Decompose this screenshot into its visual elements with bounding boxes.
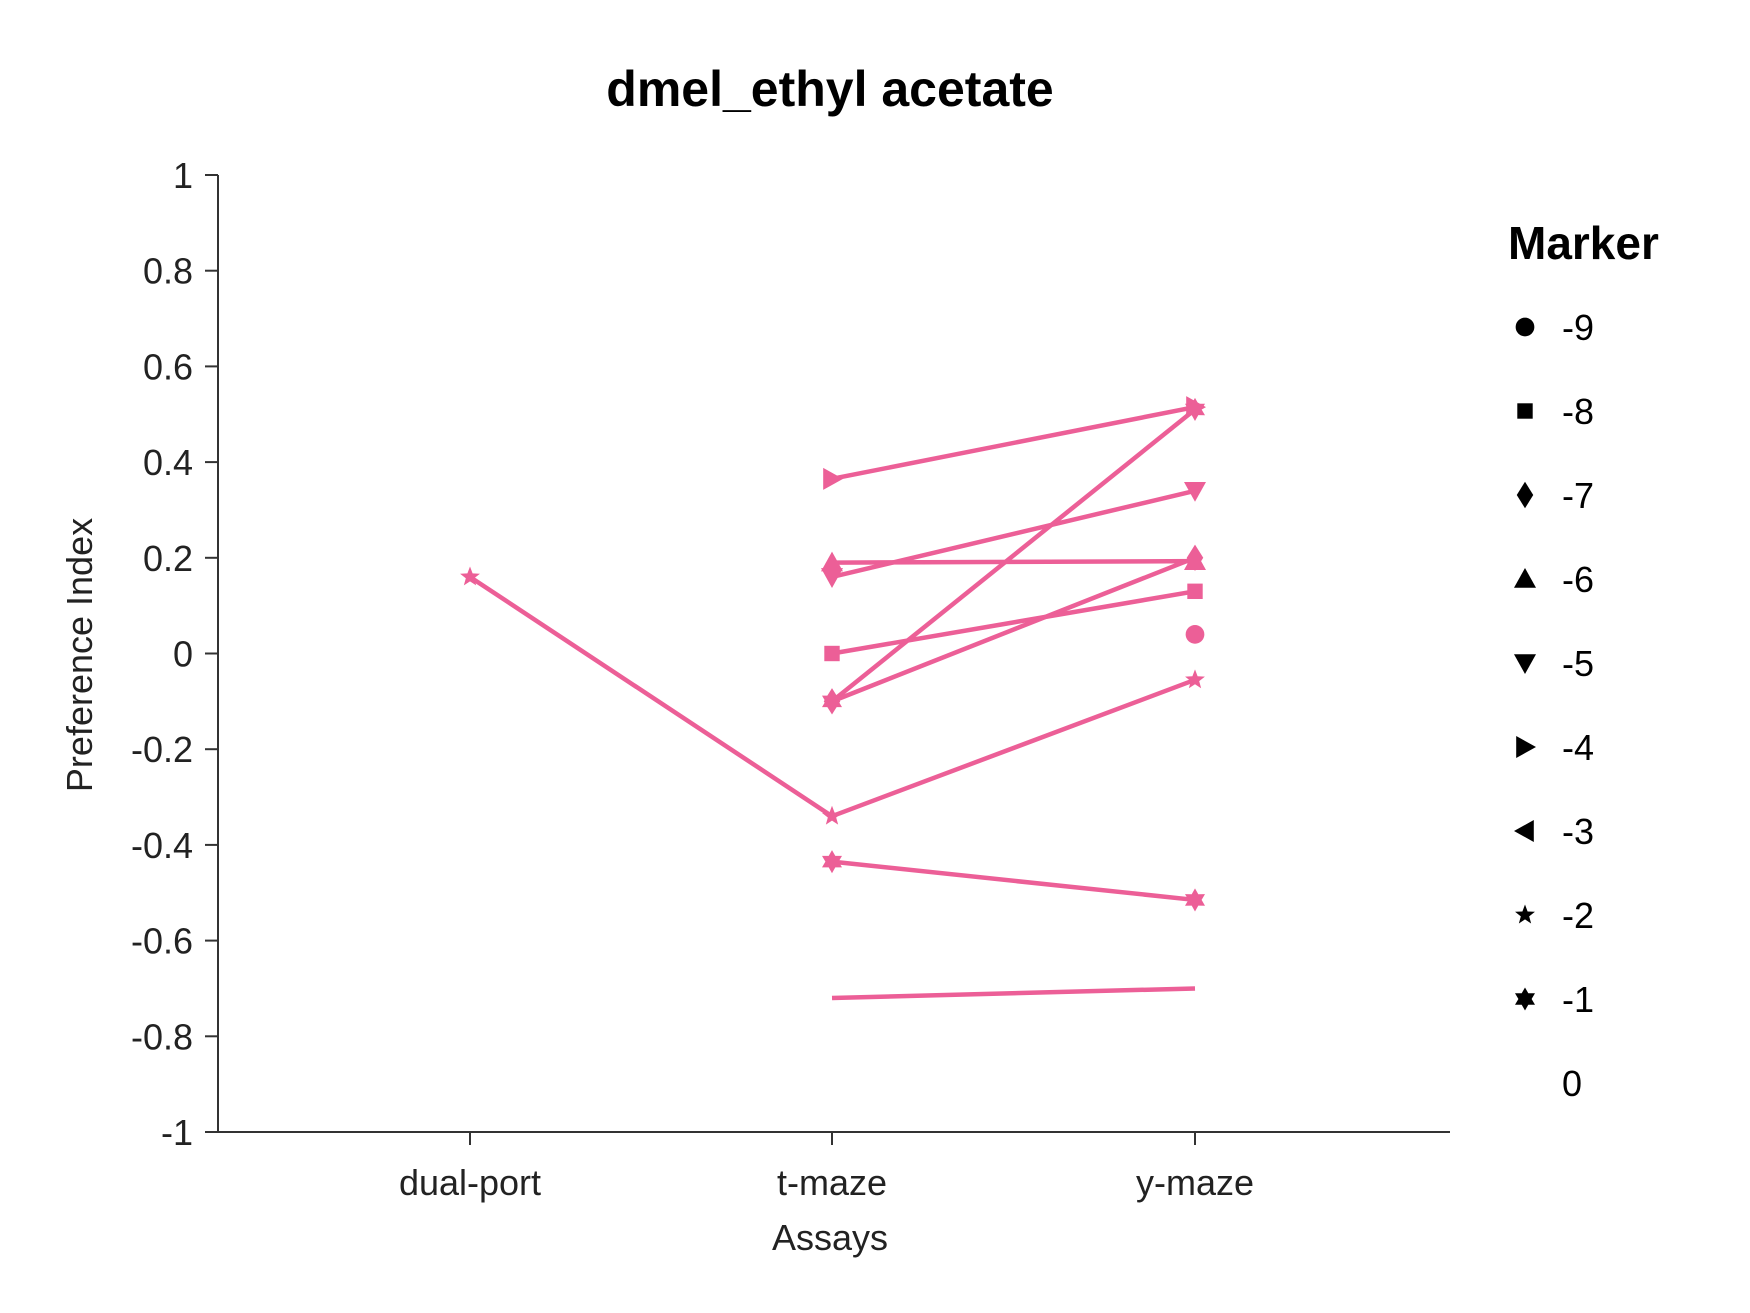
x-tick-label: y-maze	[1136, 1162, 1254, 1203]
data-point	[821, 551, 843, 572]
y-tick-label: 0.8	[143, 251, 193, 292]
legend-marker	[1514, 654, 1536, 674]
y-tick-label: -0.4	[131, 825, 193, 866]
data-point	[1184, 482, 1206, 502]
legend-label: -2	[1562, 895, 1594, 936]
legend-entry: -8	[1517, 391, 1594, 432]
axes: 1 0.8 0.6 0.4 0.2 0 -0.2 -0.4 -0.6 -0.8 -1 dual-por…	[131, 155, 1450, 1203]
series-line	[831, 555, 1196, 704]
legend-label: -9	[1562, 307, 1594, 348]
legend-label: -8	[1562, 391, 1594, 432]
series-4	[821, 482, 1206, 588]
legend-marker	[1516, 481, 1534, 509]
legend-entry: -5	[1514, 643, 1594, 684]
data-point	[1185, 397, 1205, 422]
legend-title: Marker	[1508, 217, 1659, 269]
legend-marker	[1515, 987, 1535, 1011]
x-tick-label: t-maze	[777, 1162, 887, 1203]
legend-entry: -7	[1516, 475, 1594, 516]
legend-marker	[1517, 403, 1533, 419]
data-point	[1186, 544, 1204, 571]
legend-entry: -6	[1514, 559, 1594, 600]
series-9	[822, 850, 1205, 912]
series-line	[831, 558, 1196, 565]
legend-label: -7	[1562, 475, 1594, 516]
series-line	[831, 859, 1196, 903]
data-point	[824, 645, 840, 662]
series-1	[460, 566, 1205, 825]
legend: Marker -9 -8 -7 -6 -5 -4 -3 -2 -1 0	[1508, 217, 1659, 1104]
data-point	[1185, 888, 1205, 912]
series-layer	[460, 396, 1206, 1001]
legend-entry: -1	[1515, 979, 1594, 1020]
series-6	[823, 544, 1204, 715]
legend-entry: -4	[1516, 727, 1594, 768]
legend-label: -5	[1562, 643, 1594, 684]
series-10	[831, 986, 1196, 1001]
legend-label: 0	[1562, 1063, 1582, 1104]
y-tick-label: -0.8	[131, 1016, 193, 1057]
series-7	[824, 583, 1203, 662]
legend-entry: -2	[1515, 895, 1594, 936]
y-tick-label: 0.4	[143, 442, 193, 483]
series-line	[831, 404, 1196, 482]
data-point	[1185, 625, 1205, 644]
data-point	[1185, 669, 1205, 689]
series-2	[823, 396, 1206, 490]
series-8	[1185, 625, 1205, 644]
x-axis-label: Assays	[772, 1217, 888, 1258]
data-point	[823, 467, 843, 490]
y-tick-label: -0.6	[131, 921, 193, 962]
series-line	[830, 407, 1197, 704]
legend-entry: -3	[1514, 811, 1594, 852]
legend-label: -3	[1562, 811, 1594, 852]
legend-label: -1	[1562, 979, 1594, 1020]
data-point	[460, 566, 480, 586]
x-tick-label: dual-port	[399, 1162, 541, 1203]
y-tick-label: 0.6	[143, 346, 193, 387]
legend-label: -6	[1562, 559, 1594, 600]
data-point	[821, 568, 843, 588]
legend-label: -4	[1562, 727, 1594, 768]
chart-title: dmel_ethyl acetate	[606, 61, 1053, 117]
y-tick-label: -1	[161, 1112, 193, 1153]
legend-entry: 0	[1562, 1063, 1582, 1104]
y-tick-label: -0.2	[131, 729, 193, 770]
legend-marker	[1514, 820, 1534, 842]
y-tick-label: 0	[173, 634, 193, 675]
legend-marker	[1516, 736, 1536, 758]
series-line	[831, 589, 1196, 656]
data-point	[823, 688, 841, 715]
y-tick-label: 1	[173, 155, 193, 196]
data-point	[822, 850, 842, 874]
legend-entry: -9	[1515, 307, 1594, 348]
legend-marker	[1514, 568, 1536, 588]
legend-marker	[1515, 317, 1535, 337]
data-point	[822, 805, 842, 825]
data-point	[1187, 583, 1203, 599]
y-tick-label: 0.2	[143, 538, 193, 579]
legend-marker	[1515, 904, 1535, 924]
y-axis-label: Preference Index	[59, 518, 100, 792]
series-line	[831, 986, 1196, 1001]
